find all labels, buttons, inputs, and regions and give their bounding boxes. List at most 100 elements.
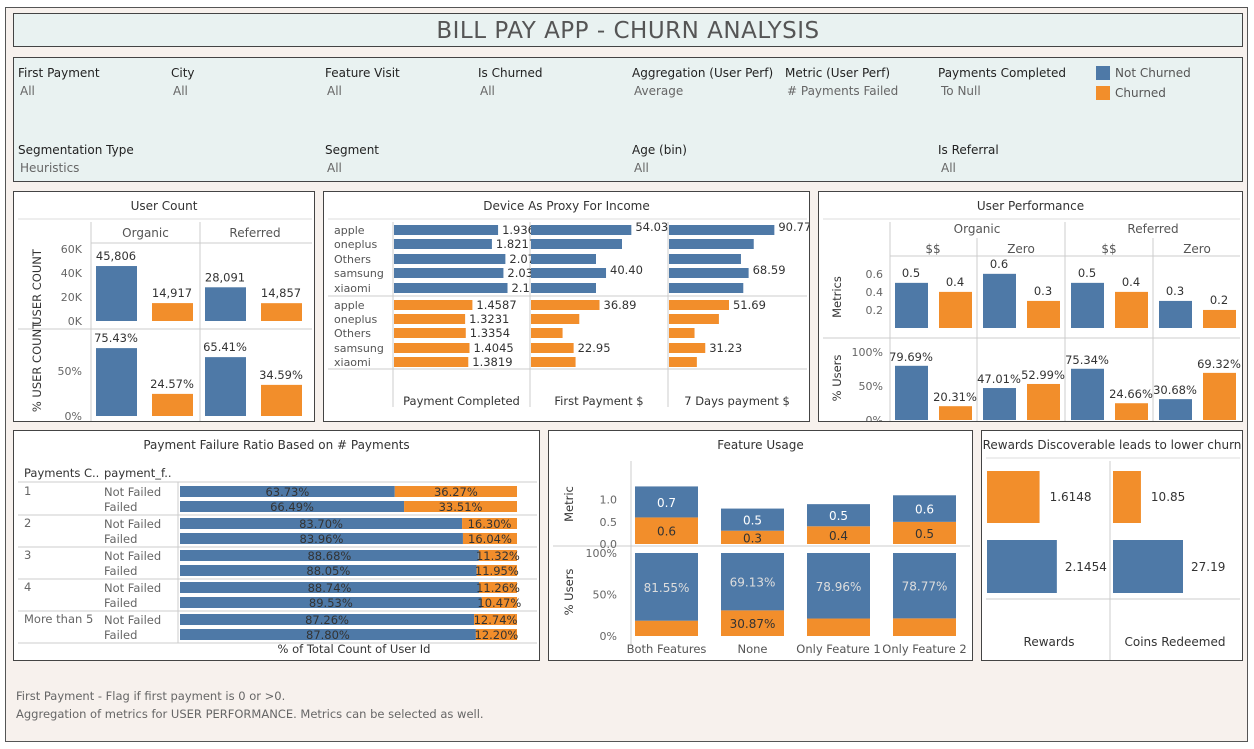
data-label: 30.87% — [730, 617, 776, 631]
filter-age-bin[interactable]: All — [634, 161, 649, 175]
tick-label: 0% — [65, 410, 82, 421]
tick-label: 0% — [866, 414, 883, 421]
filter-first-payment[interactable]: All — [20, 84, 35, 98]
bar-not-churned — [807, 553, 870, 619]
bar-not-churned — [205, 287, 246, 321]
bar-not-churned — [895, 365, 928, 420]
data-label: 24.66% — [1109, 387, 1153, 401]
device-label: samsung — [334, 267, 384, 280]
filter-city[interactable]: All — [173, 84, 188, 98]
bar-churned — [261, 384, 302, 416]
bar-churned — [1113, 471, 1141, 523]
bar-churned — [479, 582, 517, 593]
data-label: 0.4 — [1122, 275, 1140, 289]
data-label: 11.26% — [476, 581, 520, 595]
data-label: 11.95% — [475, 564, 519, 578]
tick-label: 40K — [61, 267, 83, 280]
panel-title: User Count — [130, 199, 198, 213]
bar-not-churned — [1071, 282, 1104, 328]
device-panel: Device As Proxy For Income Payment Compl… — [323, 191, 810, 422]
device-label: oneplus — [334, 313, 377, 326]
filter-label: Feature Visit — [325, 66, 400, 80]
bar-not-churned — [669, 254, 741, 264]
filter-metric[interactable]: # Payments Failed — [787, 84, 899, 98]
bar-churned — [394, 343, 470, 353]
data-label: 14,857 — [261, 286, 301, 300]
filter-is-churned[interactable]: All — [480, 84, 495, 98]
data-label: 0.6 — [990, 257, 1008, 271]
data-label: 63.73% — [265, 485, 309, 499]
bar-not-churned — [635, 553, 698, 621]
subgroup-header: Zero — [1183, 242, 1211, 256]
tick-label: 50% — [859, 380, 883, 393]
data-label: 22.95 — [578, 341, 611, 355]
footer-note: First Payment - Flag if first payment is… — [16, 689, 286, 703]
row-label: Failed — [104, 596, 137, 610]
bar-not-churned — [180, 501, 405, 512]
bar-churned — [531, 357, 576, 367]
filter-is-referral[interactable]: All — [941, 161, 956, 175]
bar-churned — [1115, 291, 1148, 328]
filter-feature-visit[interactable]: All — [327, 84, 342, 98]
bar-churned — [476, 565, 517, 576]
bar-churned — [669, 328, 695, 338]
data-label: 0.5 — [829, 509, 848, 523]
data-label: 83.70% — [299, 517, 343, 531]
bar-churned — [939, 291, 972, 328]
data-label: 0.3 — [1034, 284, 1052, 298]
data-label: 78.77% — [902, 580, 948, 594]
data-label: 47.01% — [977, 372, 1021, 386]
filter-segmentation-type[interactable]: Heuristics — [20, 161, 80, 175]
panel-title: Payment Failure Ratio Based on # Payment… — [143, 438, 410, 452]
tick-label: 0% — [600, 630, 617, 643]
feature-usage-chart: 1.0 0.5 0.0 Metric 0.6 0.7 0.3 0.5 0.4 0.5 0.5 0.6 1… — [553, 461, 970, 656]
bar-not-churned — [669, 225, 775, 235]
bar-not-churned — [531, 268, 607, 278]
data-label: 30.68% — [1153, 383, 1197, 397]
filter-label: Is Referral — [938, 143, 999, 157]
filter-segment[interactable]: All — [327, 161, 342, 175]
bar-not-churned — [394, 254, 506, 264]
data-label: 51.69 — [733, 298, 766, 312]
bar-not-churned — [180, 550, 479, 561]
bar-not-churned — [180, 582, 480, 593]
row-label: Failed — [104, 532, 137, 546]
data-label: 0.3 — [743, 531, 762, 545]
filter-payments-completed[interactable]: To Null — [941, 84, 981, 98]
subgroup-header: $$ — [1101, 242, 1116, 256]
category-label: Only Feature 2 — [882, 642, 966, 656]
tick-label: 0.2 — [866, 304, 884, 317]
column-label: Rewards — [1024, 635, 1075, 649]
data-label: 79.69% — [889, 350, 933, 364]
bar-not-churned — [180, 533, 463, 544]
bar-not-churned — [205, 357, 246, 416]
data-label: 28,091 — [205, 270, 245, 284]
tick-label: 0K — [68, 315, 83, 328]
data-label: 0.7 — [657, 496, 676, 510]
data-label: 1.3819 — [472, 355, 512, 369]
bar-not-churned — [721, 508, 784, 531]
panel-title: Feature Usage — [717, 438, 804, 452]
tick-label: 0.0 — [600, 538, 618, 551]
bar-churned — [478, 550, 517, 561]
data-label: 88.74% — [308, 581, 352, 595]
bar-not-churned — [983, 388, 1016, 420]
axis-label: % Users — [830, 355, 844, 402]
filter-aggregation[interactable]: Average — [634, 84, 684, 98]
bar-churned — [893, 618, 956, 636]
data-label: 34.59% — [259, 368, 303, 382]
subgroup-header: Zero — [1007, 242, 1035, 256]
data-label: 0.5 — [1078, 266, 1096, 280]
row-group-label: 1 — [24, 484, 31, 498]
data-label: 12.20% — [475, 628, 519, 642]
bar-not-churned — [180, 614, 475, 625]
column-header: payment_f.. — [104, 466, 172, 480]
data-label: 0.4 — [829, 529, 848, 543]
bar-churned — [939, 406, 972, 420]
data-label: 68.59 — [753, 263, 786, 277]
bar-churned — [462, 533, 517, 544]
bar-not-churned — [180, 565, 477, 576]
data-label: 14,917 — [152, 286, 192, 300]
bar-churned — [1115, 403, 1148, 420]
data-label: 0.6 — [657, 525, 676, 539]
